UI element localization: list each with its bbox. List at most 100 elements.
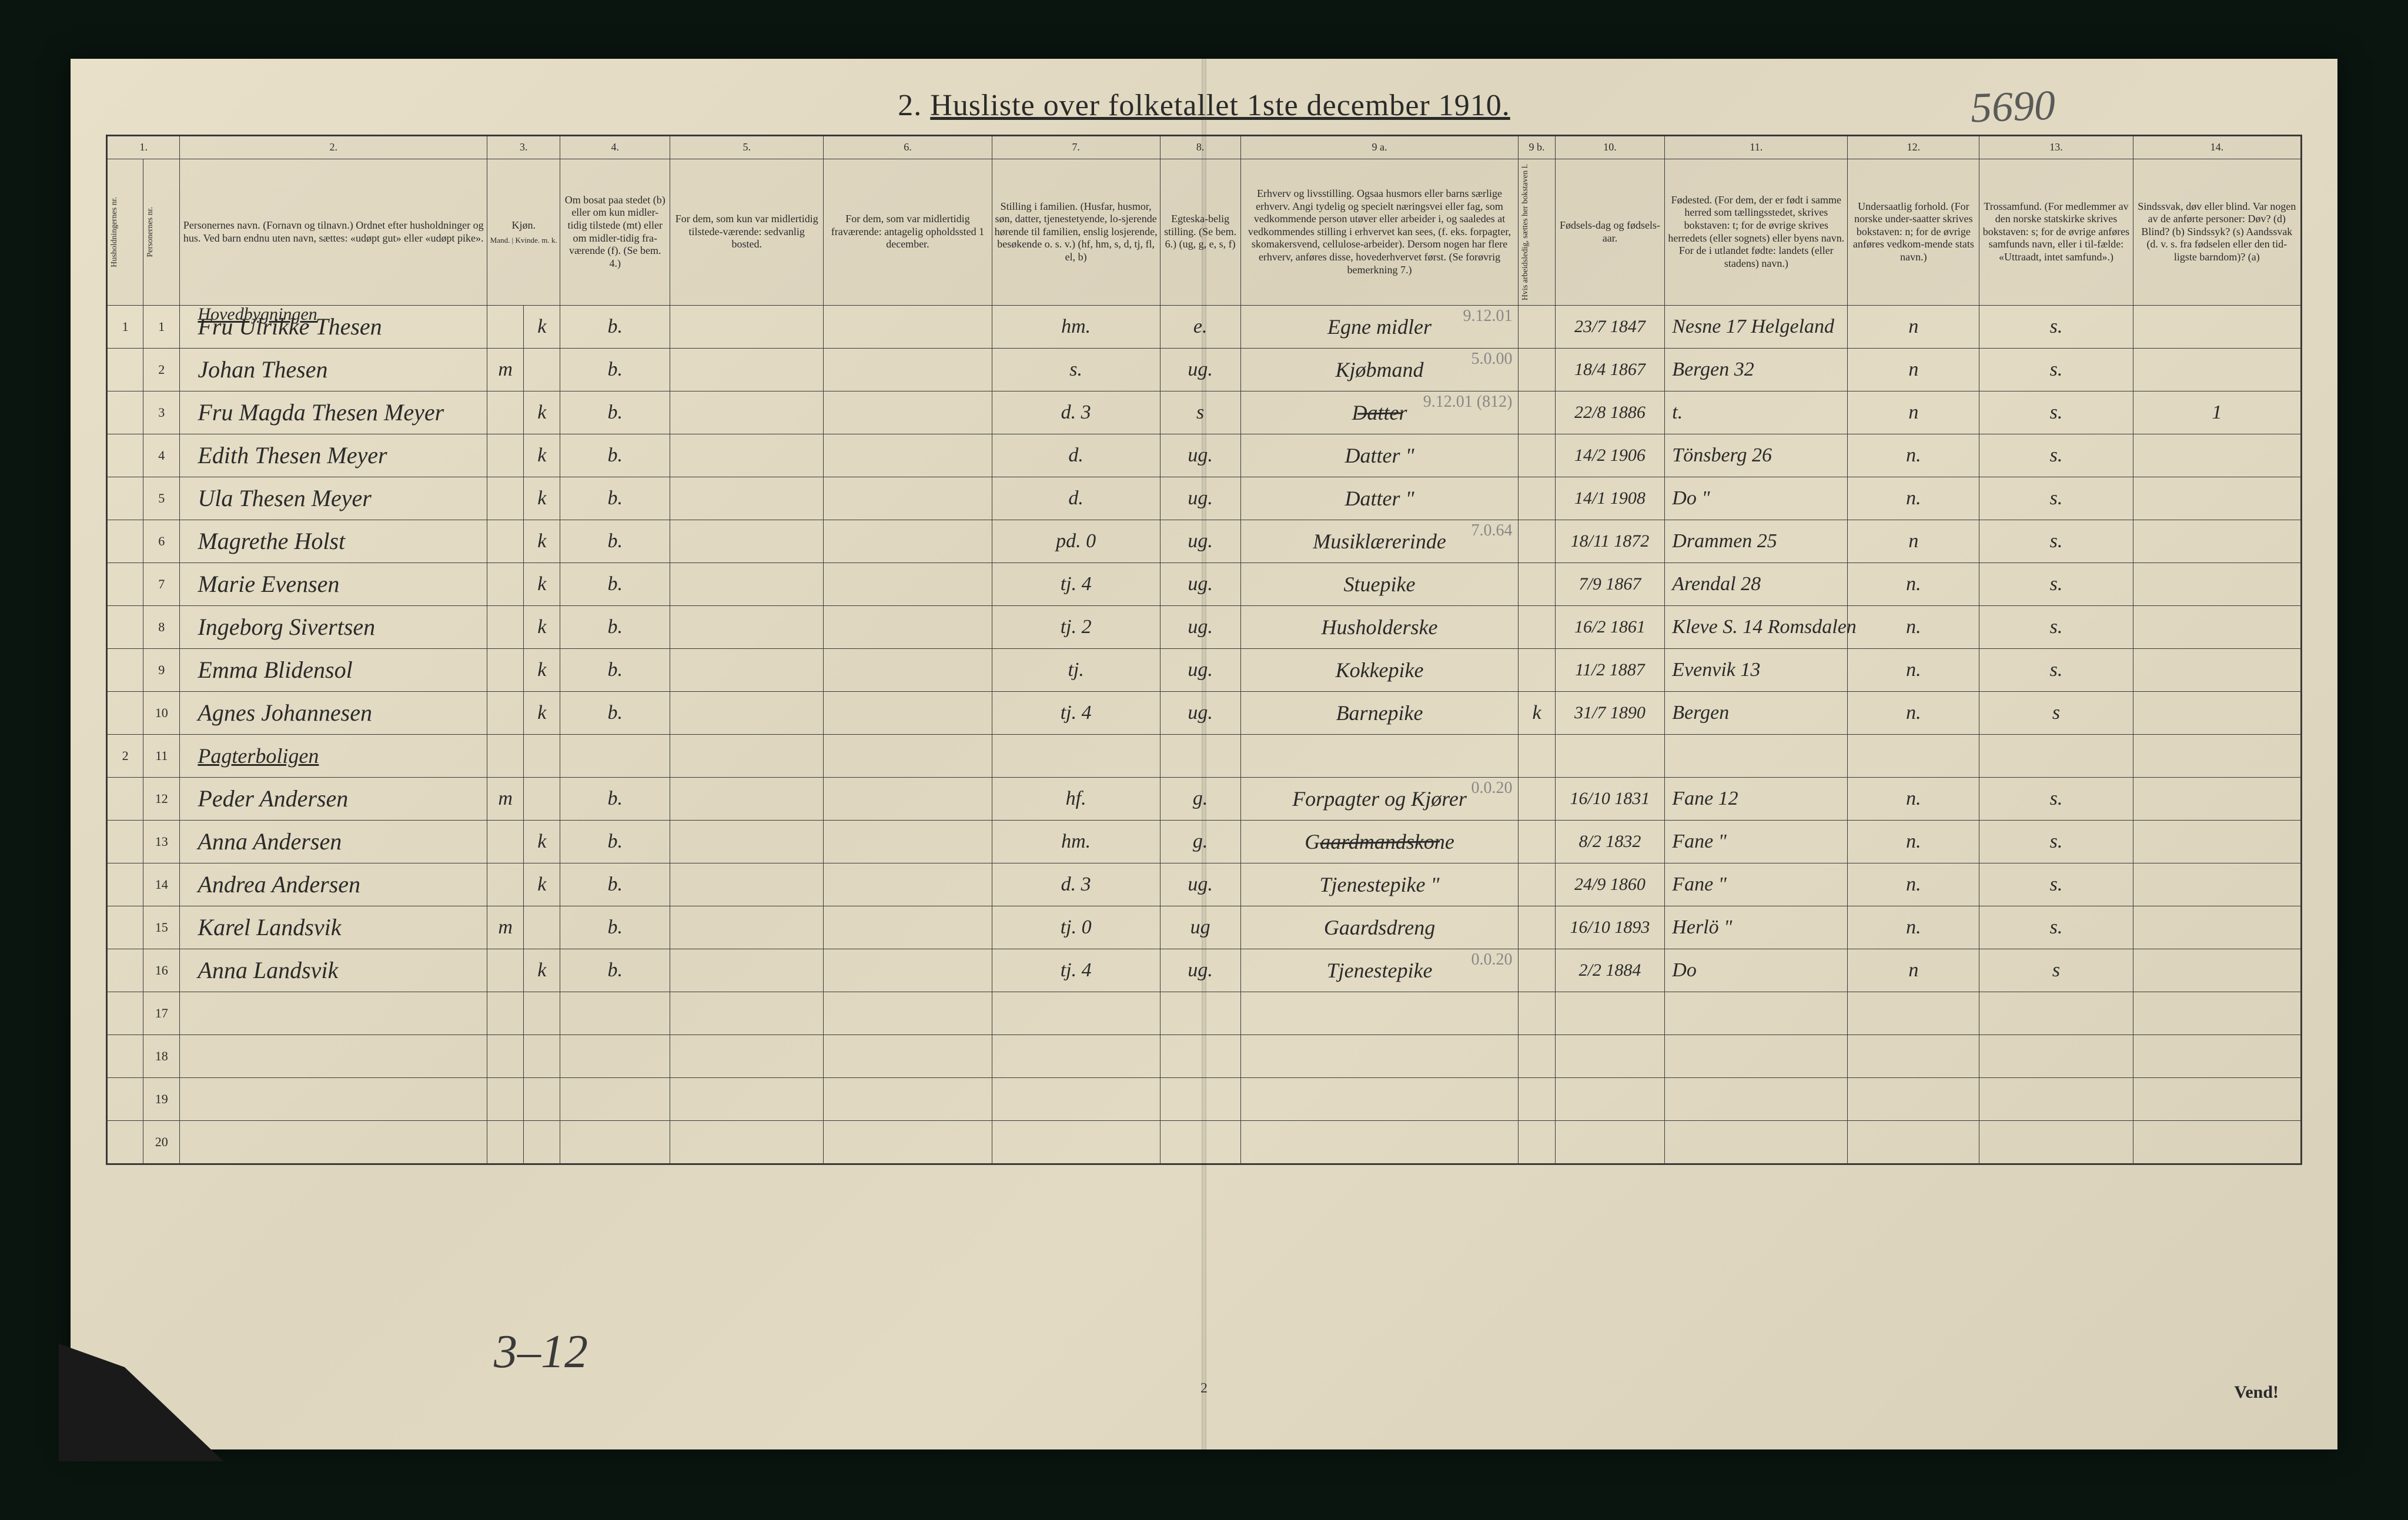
table-cell	[1665, 1034, 1848, 1077]
table-cell	[2133, 691, 2301, 734]
table-cell	[487, 434, 524, 477]
table-cell	[107, 906, 143, 949]
table-row: 17	[107, 992, 2302, 1034]
table-cell: Kokkepike	[1240, 648, 1519, 691]
table-cell	[824, 348, 992, 391]
table-cell	[487, 992, 524, 1034]
table-cell	[1665, 1120, 1848, 1164]
table-cell	[2133, 1120, 2301, 1164]
table-cell: Arendal 28	[1665, 563, 1848, 605]
table-cell	[560, 1120, 670, 1164]
table-cell	[670, 949, 824, 992]
table-cell	[1519, 949, 1555, 992]
table-cell	[487, 1120, 524, 1164]
table-cell: k	[524, 691, 560, 734]
table-cell: 23/7 1847	[1555, 305, 1665, 348]
table-cell	[1519, 563, 1555, 605]
table-cell	[2133, 648, 2301, 691]
census-table: 1. 2. 3. 4. 5. 6. 7. 8. 9 a. 9 b. 10. 11…	[106, 135, 2302, 1165]
table-cell: ug.	[1160, 863, 1240, 906]
sheet-number-handwritten: 5690	[1970, 81, 2056, 133]
table-cell	[1519, 1077, 1555, 1120]
table-cell	[1665, 734, 1848, 777]
table-cell	[1555, 992, 1665, 1034]
table-cell: ug.	[1160, 691, 1240, 734]
table-cell	[1979, 1034, 2133, 1077]
table-cell: k	[524, 820, 560, 863]
table-cell: HovedbygningenFru Ulrikke Thesen	[180, 305, 487, 348]
table-cell: k	[524, 605, 560, 648]
table-cell	[107, 391, 143, 434]
table-cell: k	[524, 434, 560, 477]
table-cell	[107, 348, 143, 391]
table-cell: 22/8 1886	[1555, 391, 1665, 434]
table-cell: s.	[1979, 820, 2133, 863]
table-cell: Datter "	[1240, 434, 1519, 477]
table-cell	[824, 648, 992, 691]
table-cell: Herlö "	[1665, 906, 1848, 949]
table-cell: 24/9 1860	[1555, 863, 1665, 906]
table-cell	[2133, 734, 2301, 777]
table-cell	[824, 734, 992, 777]
table-cell: ug.	[1160, 477, 1240, 520]
table-cell: m	[487, 777, 524, 820]
table-cell	[1848, 992, 1979, 1034]
table-cell: n.	[1848, 820, 1979, 863]
table-cell: ug.	[1160, 949, 1240, 992]
table-cell: 2/2 1884	[1555, 949, 1665, 992]
table-cell	[670, 391, 824, 434]
table-cell	[1979, 1077, 2133, 1120]
table-cell	[1848, 734, 1979, 777]
table-cell	[1519, 863, 1555, 906]
table-cell	[824, 863, 992, 906]
table-cell: n	[1848, 391, 1979, 434]
table-cell	[487, 305, 524, 348]
table-cell	[670, 820, 824, 863]
table-cell	[2133, 520, 2301, 563]
table-cell: 1	[107, 305, 143, 348]
table-cell: Agnes Johannesen	[180, 691, 487, 734]
table-cell	[2133, 949, 2301, 992]
col-header-family-position: Stilling i familien. (Husfar, husmor, sø…	[992, 159, 1160, 305]
table-cell: n.	[1848, 563, 1979, 605]
table-cell: Bergen	[1665, 691, 1848, 734]
table-cell: Evenvik 13	[1665, 648, 1848, 691]
col-header-occupation: Erhverv og livsstilling. Ogsaa husmors e…	[1240, 159, 1519, 305]
table-cell	[824, 391, 992, 434]
table-cell: Drammen 25	[1665, 520, 1848, 563]
page-title: 2. Husliste over folketallet 1ste decemb…	[898, 88, 1510, 123]
table-cell	[992, 1034, 1160, 1077]
table-cell: s	[1160, 391, 1240, 434]
table-cell: ug.	[1160, 520, 1240, 563]
table-cell	[824, 691, 992, 734]
table-cell: Gaardsdreng	[1240, 906, 1519, 949]
table-row: 16Anna Landsvikkb.tj. 4ug.0.0.20Tjeneste…	[107, 949, 2302, 992]
table-cell: 9	[143, 648, 180, 691]
table-cell	[2133, 348, 2301, 391]
table-cell: s.	[1979, 777, 2133, 820]
table-cell: Do	[1665, 949, 1848, 992]
table-row: 13Anna Andersenkb.hm.g.Gaardmandskone8/2…	[107, 820, 2302, 863]
table-cell: 18	[143, 1034, 180, 1077]
table-cell: 17	[143, 992, 180, 1034]
table-cell: Tönsberg 26	[1665, 434, 1848, 477]
table-cell	[824, 477, 992, 520]
table-row: 8Ingeborg Sivertsenkb.tj. 2ug.Husholders…	[107, 605, 2302, 648]
table-cell	[824, 949, 992, 992]
col-header-marital: Egteska-belig stilling. (Se bem. 6.) (ug…	[1160, 159, 1240, 305]
table-cell	[1519, 520, 1555, 563]
table-cell: Do "	[1665, 477, 1848, 520]
table-cell	[670, 520, 824, 563]
table-cell	[107, 820, 143, 863]
table-cell: 16/10 1831	[1555, 777, 1665, 820]
table-cell: 16/10 1893	[1555, 906, 1665, 949]
table-cell: n	[1848, 348, 1979, 391]
table-cell	[2133, 1077, 2301, 1120]
col-header-birthdate: Fødsels-dag og fødsels-aar.	[1555, 159, 1665, 305]
table-cell: k	[524, 391, 560, 434]
table-cell: n.	[1848, 477, 1979, 520]
table-cell	[670, 1120, 824, 1164]
table-cell: d.	[992, 434, 1160, 477]
table-cell: hm.	[992, 305, 1160, 348]
table-cell	[487, 949, 524, 992]
